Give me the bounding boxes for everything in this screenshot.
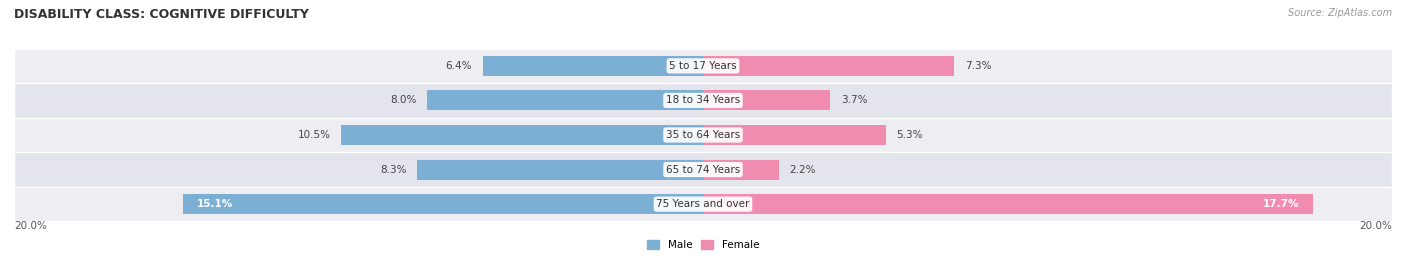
Bar xyxy=(14,152,1392,187)
Text: 7.3%: 7.3% xyxy=(965,61,991,71)
Text: 18 to 34 Years: 18 to 34 Years xyxy=(666,95,740,106)
Bar xyxy=(342,125,703,145)
Legend: Male, Female: Male, Female xyxy=(643,236,763,254)
Text: 6.4%: 6.4% xyxy=(446,61,472,71)
Text: DISABILITY CLASS: COGNITIVE DIFFICULTY: DISABILITY CLASS: COGNITIVE DIFFICULTY xyxy=(14,8,309,21)
Bar xyxy=(703,90,831,110)
Bar xyxy=(703,160,779,180)
Text: 75 Years and over: 75 Years and over xyxy=(657,199,749,209)
Bar xyxy=(703,125,886,145)
Bar xyxy=(183,194,703,214)
Bar xyxy=(482,56,703,76)
Bar xyxy=(418,160,703,180)
Text: 2.2%: 2.2% xyxy=(789,164,815,175)
Text: 10.5%: 10.5% xyxy=(298,130,330,140)
Text: 5.3%: 5.3% xyxy=(896,130,922,140)
Text: 3.7%: 3.7% xyxy=(841,95,868,106)
Text: 5 to 17 Years: 5 to 17 Years xyxy=(669,61,737,71)
Bar xyxy=(14,187,1392,221)
Bar xyxy=(14,49,1392,83)
Bar xyxy=(703,194,1313,214)
Text: 15.1%: 15.1% xyxy=(197,199,233,209)
Text: 65 to 74 Years: 65 to 74 Years xyxy=(666,164,740,175)
Text: 20.0%: 20.0% xyxy=(14,221,46,231)
Text: 20.0%: 20.0% xyxy=(1360,221,1392,231)
Text: Source: ZipAtlas.com: Source: ZipAtlas.com xyxy=(1288,8,1392,18)
Bar xyxy=(703,56,955,76)
Text: 8.0%: 8.0% xyxy=(391,95,418,106)
Bar xyxy=(14,118,1392,152)
Text: 8.3%: 8.3% xyxy=(380,164,406,175)
Text: 35 to 64 Years: 35 to 64 Years xyxy=(666,130,740,140)
Bar xyxy=(14,83,1392,118)
Text: 17.7%: 17.7% xyxy=(1263,199,1299,209)
Bar xyxy=(427,90,703,110)
